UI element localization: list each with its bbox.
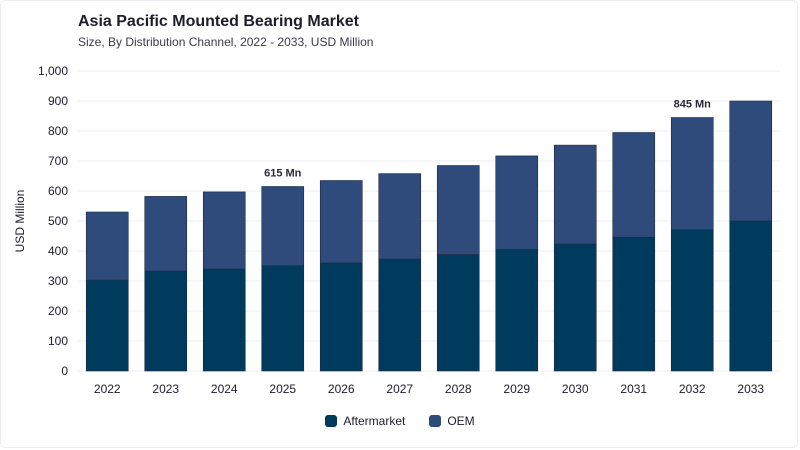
y-tick-label: 0 <box>61 364 68 378</box>
bar-aftermarket-2031 <box>612 236 656 372</box>
bar-aftermarket-2025 <box>261 265 305 372</box>
bar-aftermarket-2026 <box>319 262 363 372</box>
bar-oem-2023 <box>144 196 188 272</box>
legend-swatch-oem <box>429 415 442 427</box>
x-tick-label: 2023 <box>152 382 179 396</box>
bar-oem-2025 <box>261 186 305 266</box>
bar-aftermarket-2024 <box>202 268 246 372</box>
y-axis-title: USD Million <box>13 190 27 253</box>
y-tick-label: 1,000 <box>38 64 68 78</box>
bar-oem-2031 <box>612 132 656 238</box>
bar-oem-2028 <box>436 165 480 255</box>
y-tick-label: 100 <box>48 334 68 348</box>
bar-aftermarket-2030 <box>553 243 597 372</box>
chart-title: Asia Pacific Mounted Bearing Market <box>78 13 359 30</box>
legend-item-aftermarket: Aftermarket <box>325 414 405 428</box>
x-tick-label: 2032 <box>679 382 706 396</box>
y-tick-label: 200 <box>48 304 68 318</box>
x-tick-label: 2025 <box>269 382 296 396</box>
x-tick-label: 2027 <box>386 382 413 396</box>
bar-aftermarket-2022 <box>85 279 129 372</box>
legend-label-aftermarket: Aftermarket <box>343 414 406 428</box>
legend-swatch-aftermarket <box>325 415 338 427</box>
bar-aftermarket-2029 <box>495 249 539 372</box>
y-tick-label: 300 <box>48 274 68 288</box>
y-tick-label: 500 <box>48 214 68 228</box>
x-tick-label: 2033 <box>737 382 764 396</box>
bar-oem-2026 <box>319 180 363 264</box>
x-tick-label: 2024 <box>211 382 238 396</box>
bar-oem-2033 <box>729 100 773 222</box>
chart-legend: Aftermarket OEM <box>0 414 800 428</box>
x-tick-label: 2030 <box>562 382 589 396</box>
bar-oem-2030 <box>553 144 597 245</box>
x-tick-label: 2022 <box>94 382 121 396</box>
x-tick-label: 2026 <box>328 382 355 396</box>
y-tick-label: 800 <box>48 124 68 138</box>
bar-aftermarket-2032 <box>670 229 714 372</box>
bar-oem-2022 <box>85 211 129 281</box>
bar-oem-2032 <box>670 117 714 230</box>
bar-oem-2027 <box>378 173 422 260</box>
x-tick-label: 2031 <box>620 382 647 396</box>
y-tick-label: 400 <box>48 244 68 258</box>
legend-label-oem: OEM <box>447 414 475 428</box>
bar-aftermarket-2023 <box>144 270 188 372</box>
legend-item-oem: OEM <box>429 414 475 428</box>
bar-oem-2024 <box>202 191 246 270</box>
bar-aftermarket-2033 <box>729 220 773 372</box>
data-label: 615 Mn <box>264 168 302 180</box>
y-tick-label: 600 <box>48 184 68 198</box>
chart-subtitle: Size, By Distribution Channel, 2022 - 20… <box>78 35 374 49</box>
bar-aftermarket-2027 <box>378 258 422 372</box>
y-tick-label: 700 <box>48 154 68 168</box>
x-tick-label: 2028 <box>445 382 472 396</box>
bar-aftermarket-2028 <box>436 254 480 372</box>
bar-oem-2029 <box>495 155 539 250</box>
x-tick-label: 2029 <box>503 382 530 396</box>
data-label: 845 Mn <box>674 99 712 111</box>
y-tick-label: 900 <box>48 94 68 108</box>
